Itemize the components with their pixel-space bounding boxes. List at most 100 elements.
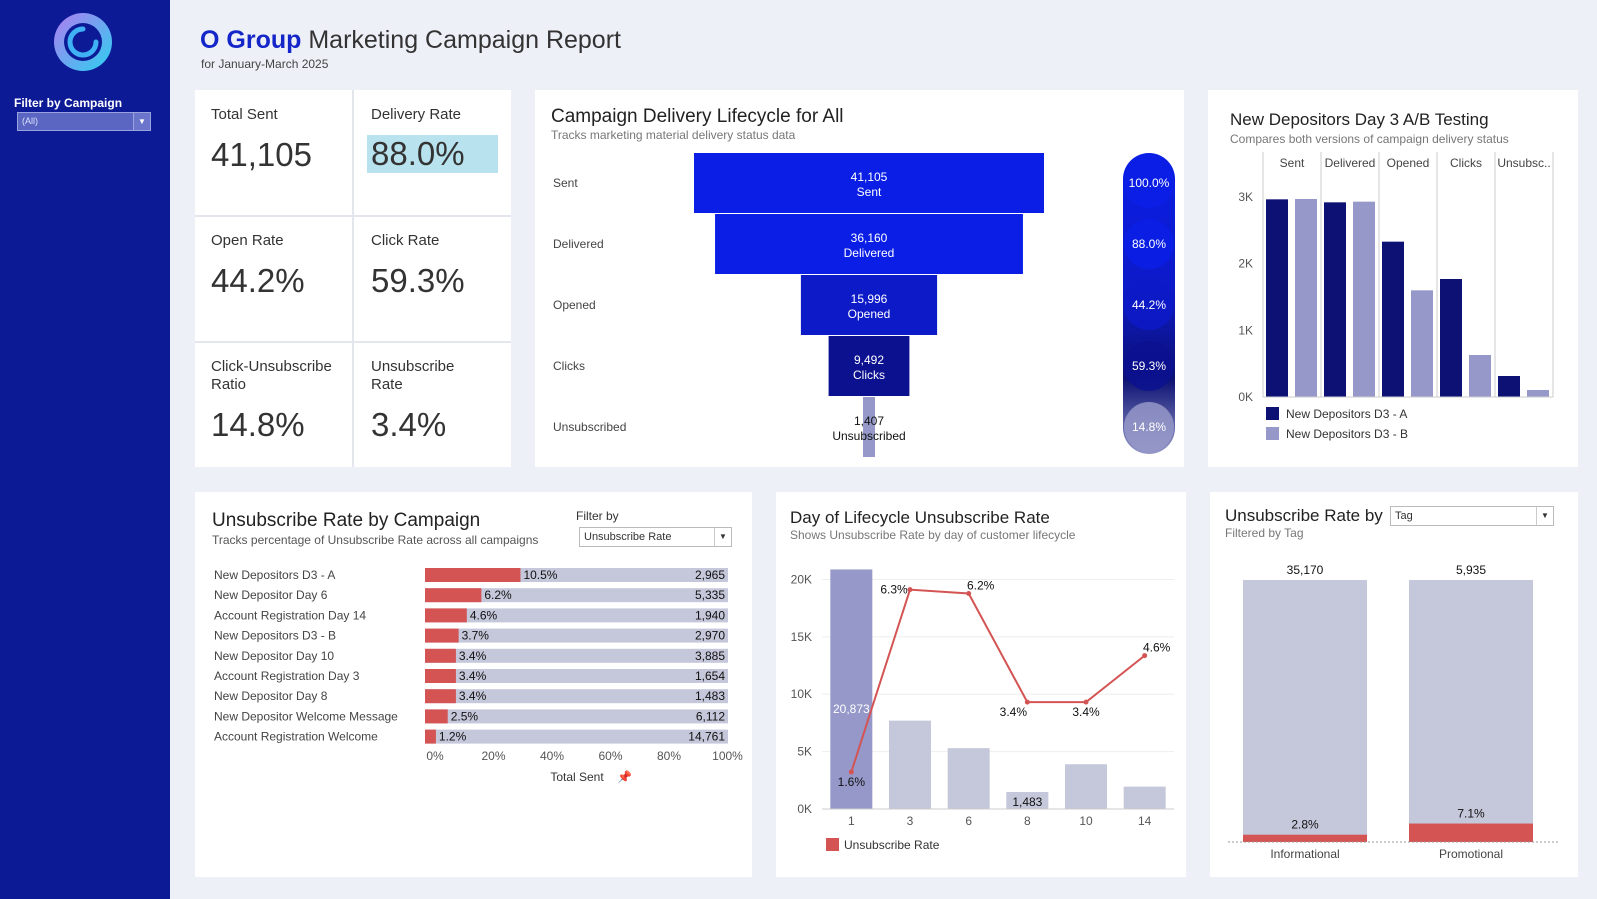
kpi-click-unsub-value: 14.8%: [211, 406, 305, 443]
ab-legend-swatch: [1266, 427, 1279, 440]
campaign-total-label: 2,970: [695, 629, 725, 643]
campaign-total-bar: [425, 608, 728, 623]
kpi-unsub-rate-label: Unsubscribe Rate: [371, 358, 455, 393]
funnel-subtitle: Tracks marketing material delivery statu…: [551, 128, 796, 142]
tag-filter-select[interactable]: Tag ▼: [1390, 506, 1554, 526]
funnel-stage-inner-label: Clicks: [853, 368, 885, 382]
life-x-tick: 14: [1138, 814, 1152, 828]
life-y-tick: 10K: [791, 687, 812, 701]
campaign-x-tick: 60%: [598, 749, 622, 763]
tag-rate-label: 2.8%: [1291, 818, 1319, 832]
tag-subtitle: Filtered by Tag: [1225, 526, 1304, 540]
funnel-stage-inner-label: Delivered: [844, 246, 895, 260]
campaign-label: New Depositor Welcome Message: [214, 709, 398, 723]
ab-bar: [1498, 376, 1520, 397]
funnel-stage-label: Opened: [553, 298, 596, 312]
funnel-bar: [863, 397, 875, 457]
life-rate-line: [850, 588, 1146, 773]
life-rate-point: [1142, 653, 1148, 659]
kpi-open-rate-label: Open Rate: [211, 232, 284, 249]
campaign-total-label: 2,965: [695, 568, 725, 582]
rate-circle: [1124, 280, 1174, 330]
campaign-rate-bar: [425, 648, 456, 663]
ab-category-label: Opened: [1387, 156, 1430, 170]
life-bar: [1123, 786, 1166, 809]
tag-rate-label: 7.1%: [1457, 807, 1485, 821]
campaign-rate-bar: [425, 689, 456, 704]
life-rate-label: 6.3%: [880, 583, 908, 597]
unsub-campaign-card: Unsubscribe Rate by Campaign Tracks perc…: [195, 492, 752, 877]
kpi-delivery-rate-value: 88.0%: [367, 135, 498, 173]
ab-title: New Depositors Day 3 A/B Testing: [1230, 110, 1489, 129]
ab-legend-label: New Depositors D3 - A: [1286, 407, 1407, 421]
campaign-total-bar: [425, 689, 728, 704]
campaign-total-label: 14,761: [688, 730, 725, 744]
campaign-filter-value: (All): [22, 116, 38, 126]
campaign-x-tick: 40%: [540, 749, 564, 763]
campaign-rate-label: 3.4%: [459, 689, 487, 703]
lifecycle-chart: 0K 5K 10K 15K 20K 20,873 1 3 6 1,483 8 10 14 1.6% 6.3%…: [791, 569, 1174, 852]
life-bar-label: 1,483: [1012, 795, 1042, 809]
life-y-tick: 15K: [791, 630, 812, 644]
campaign-rate-label: 3.4%: [459, 649, 487, 663]
campaign-label: New Depositors D3 - B: [214, 629, 336, 643]
life-x-tick: 8: [1024, 814, 1031, 828]
life-bar: [1065, 764, 1107, 809]
funnel-value-label: 1,407: [854, 414, 884, 428]
logo-icon: [54, 13, 112, 71]
chevron-down-icon[interactable]: ▼: [714, 528, 731, 546]
campaign-rate-label: 3.7%: [462, 629, 490, 643]
campaign-total-label: 1,654: [695, 669, 725, 683]
funnel-stage-label: Delivered: [553, 237, 604, 251]
life-y-tick: 5K: [797, 745, 812, 759]
rate-label: 44.2%: [1132, 298, 1166, 312]
campaign-filter-select[interactable]: (All) ▼: [17, 112, 151, 131]
funnel-stage-inner-label: Opened: [848, 307, 891, 321]
life-y-tick: 20K: [791, 572, 812, 586]
ab-category-label: Unsubsc..: [1497, 156, 1550, 170]
funnel-bar: [828, 336, 910, 396]
chevron-down-icon[interactable]: ▼: [1536, 507, 1553, 525]
ab-card: New Depositors Day 3 A/B Testing Compare…: [1208, 90, 1578, 467]
campaign-total-bar: [425, 628, 728, 643]
tag-chart: 35,170 2.8% Informational 5,935 7.1% Promotio…: [1228, 563, 1560, 861]
lifecycle-title: Day of Lifecycle Unsubscribe Rate: [790, 508, 1050, 527]
kpi-unsub-rate-value: 3.4%: [371, 406, 447, 443]
kpi-total-sent-label: Total Sent: [211, 106, 278, 123]
ab-chart: 0K 1K 2K 3K Sent Delivered Opened Clicks Unsubsc…: [1238, 152, 1554, 441]
kpi-click-rate-label: Click Rate: [371, 232, 440, 249]
campaign-rate-bar: [425, 608, 467, 623]
life-x-tick: 10: [1079, 814, 1093, 828]
funnel-value-label: 41,105: [851, 170, 888, 184]
ab-y-tick: 3K: [1238, 190, 1253, 204]
ab-y-tick: 0K: [1238, 390, 1253, 404]
funnel-bar: [694, 153, 1044, 213]
funnel-stage-inner-label: Sent: [857, 185, 882, 199]
ab-bar: [1353, 201, 1375, 397]
campaign-rate-bar: [425, 588, 482, 603]
funnel-stage-label: Clicks: [553, 359, 585, 373]
tag-rate-bar: [1409, 823, 1533, 842]
unsub-campaign-filter-select[interactable]: Unsubscribe Rate ▼: [579, 527, 732, 547]
tag-category-label: Informational: [1270, 847, 1339, 861]
funnel-stage-label: Sent: [553, 176, 578, 190]
ab-legend-label: New Depositors D3 - B: [1286, 427, 1408, 441]
chevron-down-icon[interactable]: ▼: [133, 113, 150, 130]
page-subtitle: for January-March 2025: [201, 57, 329, 71]
ab-bar: [1527, 390, 1549, 397]
campaign-total-bar: [425, 588, 728, 603]
rate-circle: [1124, 341, 1174, 391]
campaign-total-label: 5,335: [695, 588, 725, 602]
funnel-stage-inner-label: Unsubscribed: [832, 429, 905, 443]
title-text: Marketing Campaign Report: [301, 26, 621, 54]
campaign-label: New Depositor Day 8: [214, 689, 328, 703]
rate-circle: [1124, 219, 1174, 269]
campaign-rate-bar: [425, 628, 459, 643]
funnel-stage-label: Unsubscribed: [553, 420, 626, 434]
pin-icon: 📌: [617, 769, 632, 784]
rate-label: 59.3%: [1132, 359, 1166, 373]
campaign-total-label: 3,885: [695, 649, 725, 663]
kpi-delivery-rate-label: Delivery Rate: [371, 106, 462, 123]
tag-category-label: Promotional: [1439, 847, 1503, 861]
campaign-total-bar: [425, 648, 728, 663]
